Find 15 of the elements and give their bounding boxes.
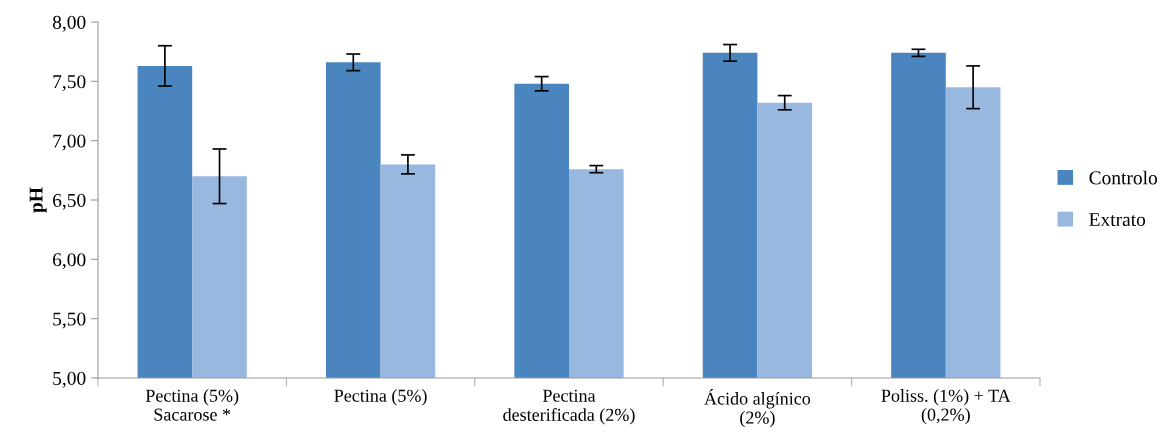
y-tick-label: 5,00 [53,371,86,388]
y-tick-label: 7,00 [53,134,86,151]
x-tick-label: Pectina (5%) Sacarose * [145,389,239,421]
y-tick-label: 8,00 [52,15,86,32]
x-tick-label: Pectina (5%) [334,389,427,406]
x-tick-label: Ácido algínico (2%) [704,389,811,428]
legend-label: Extrato [1089,213,1146,227]
y-tick-label: 5,50 [53,312,86,329]
y-tick-label: 6,50 [53,193,86,210]
x-tick-label: Poliss. (1%) + TA (0,2%) [881,389,1011,425]
y-tick-label: 6,00 [53,253,86,270]
legend-label: Controlo [1089,170,1158,185]
y-axis-title: pH [29,187,47,213]
x-tick-label: Pectina desterificada (2%) [503,389,635,425]
y-tick-label: 7,50 [53,75,86,92]
